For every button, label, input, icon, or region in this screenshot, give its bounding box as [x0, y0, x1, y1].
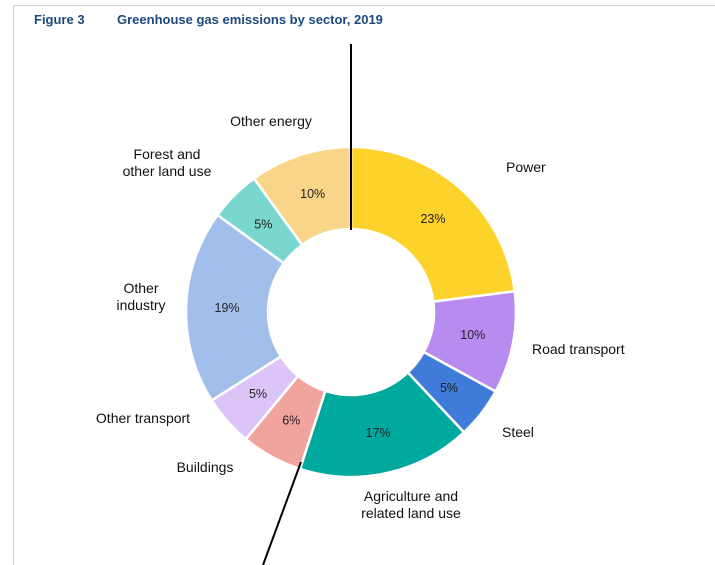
category-label-line: Buildings — [177, 459, 234, 475]
category-label-line: Other energy — [230, 113, 312, 129]
category-label-line: industry — [116, 297, 165, 313]
value-label: 5% — [440, 381, 458, 395]
figure-top-rule — [13, 5, 715, 6]
category-label-line: related land use — [361, 505, 461, 521]
category-label: Other energy — [230, 113, 312, 129]
category-label-line: Other — [123, 280, 158, 296]
figure-title: Greenhouse gas emissions by sector, 2019 — [117, 12, 383, 27]
category-label-line: Agriculture and — [364, 488, 458, 504]
value-label: 5% — [249, 387, 267, 401]
category-label: Buildings — [177, 459, 234, 475]
category-label: Forest and other land use — [123, 146, 212, 179]
category-label: Agriculture and related land use — [361, 488, 461, 521]
slice-other-industry — [184, 213, 286, 403]
value-label: 10% — [300, 187, 325, 201]
category-label-line: Forest and — [134, 146, 201, 162]
donut-slices — [184, 145, 518, 479]
value-label: 23% — [420, 212, 445, 226]
category-label-line: Road transport — [532, 341, 625, 357]
category-label: Power — [506, 159, 546, 175]
donut-value-labels: 23% 10% 5% 17% 6% 5% 19% 5% 10% — [215, 187, 486, 440]
category-label-line: other land use — [123, 163, 212, 179]
figure-frame — [13, 5, 715, 565]
value-label: 17% — [366, 426, 391, 440]
value-label: 10% — [460, 328, 485, 342]
category-label-line: Steel — [502, 424, 534, 440]
donut-category-labels: Power Road transport Steel Agriculture and r… — [96, 113, 625, 521]
slice-agriculture-and-related-land-use — [298, 370, 466, 479]
figure-number: Figure 3 — [34, 12, 85, 27]
category-label: Other industry — [116, 280, 165, 313]
category-label: Other transport — [96, 410, 190, 426]
category-label: Steel — [502, 424, 534, 440]
slice-power — [349, 145, 517, 303]
category-label-line: Power — [506, 159, 546, 175]
divider-line-bottom — [262, 461, 302, 565]
value-label: 6% — [282, 414, 300, 428]
value-label: 5% — [254, 217, 272, 231]
figure-header: Figure 3 Greenhouse gas emissions by sect… — [34, 12, 383, 27]
category-label: Road transport — [532, 341, 625, 357]
value-label: 19% — [215, 301, 240, 315]
category-label-line: Other transport — [96, 410, 190, 426]
